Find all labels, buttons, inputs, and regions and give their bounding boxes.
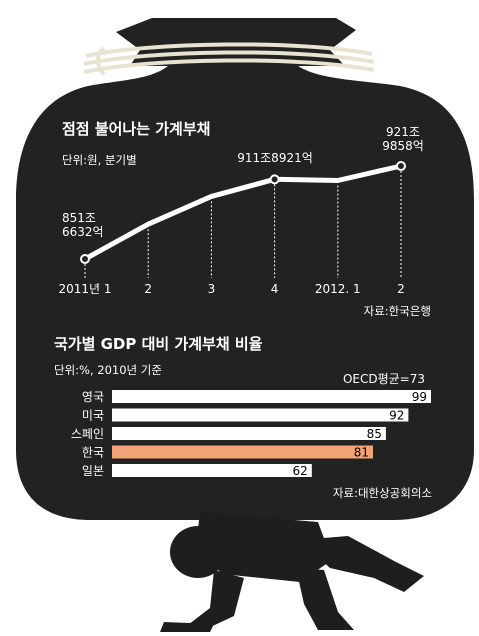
data-label: 911조8921억 [237, 151, 313, 165]
data-label: 921조 [386, 125, 420, 139]
rope-knot [96, 46, 106, 76]
bar-category-label: 한국 [82, 446, 104, 460]
line-point [396, 161, 406, 171]
person-leg [300, 536, 424, 592]
bar-category-label: 미국 [82, 409, 104, 423]
x-tick-label: 2 [144, 282, 152, 296]
bar-chart-source: 자료:대한상공회의소 [333, 486, 432, 500]
data-label: 851조 [62, 211, 96, 225]
x-tick-label: 2 [397, 282, 405, 296]
bag-body [16, 66, 474, 520]
money-bag-illustration [16, 18, 474, 520]
bar-value-label: 99 [412, 390, 427, 404]
x-tick-label: 3 [208, 282, 216, 296]
person-leg [296, 568, 354, 630]
bar-category-label: 일본 [82, 464, 104, 478]
bar-chart-unit: 단위:%, 2010년 기준 [54, 363, 162, 377]
rope-strand [85, 42, 373, 58]
person-torso [196, 512, 332, 582]
bar-value-label: 92 [389, 409, 404, 423]
bar-chart-title: 국가별 GDP 대비 가계부채 비율 [54, 335, 263, 353]
bar [112, 408, 409, 422]
bar [112, 427, 386, 440]
bar-value-label: 62 [292, 464, 307, 478]
line-chart-title: 점점 불어나는 가계부채 [62, 120, 210, 138]
data-label: 9858억 [382, 139, 424, 153]
bar-category-label: 스페인 [71, 427, 104, 441]
bar [112, 464, 312, 477]
data-label: 6632억 [62, 225, 104, 239]
rope-strand [83, 58, 375, 74]
x-tick-label: 2012. 1 [315, 282, 361, 296]
line-point [269, 174, 280, 185]
oecd-average-label: OECD평균=73 [343, 372, 425, 386]
x-tick-label: 4 [271, 282, 279, 296]
line-series [83, 163, 402, 262]
person-hand [160, 622, 214, 632]
line-chart-unit: 단위:원, 분기별 [62, 153, 137, 167]
rope [83, 42, 375, 76]
rope-strand [83, 50, 375, 66]
bar-value-label: 85 [367, 427, 382, 441]
person-arm [184, 570, 244, 630]
x-tick-label: 2011년 1 [58, 282, 111, 296]
line-point [80, 254, 90, 264]
bar [112, 445, 373, 459]
bar-value-label: 81 [354, 446, 369, 460]
line-chart-source: 자료:한국은행 [364, 304, 431, 318]
bar-chart: 국가별 GDP 대비 가계부채 비율 단위:%, 2010년 기준 OECD평균… [54, 335, 432, 500]
crawling-person-illustration [160, 512, 424, 632]
bar-category-label: 영국 [82, 390, 104, 404]
bar [112, 390, 431, 403]
